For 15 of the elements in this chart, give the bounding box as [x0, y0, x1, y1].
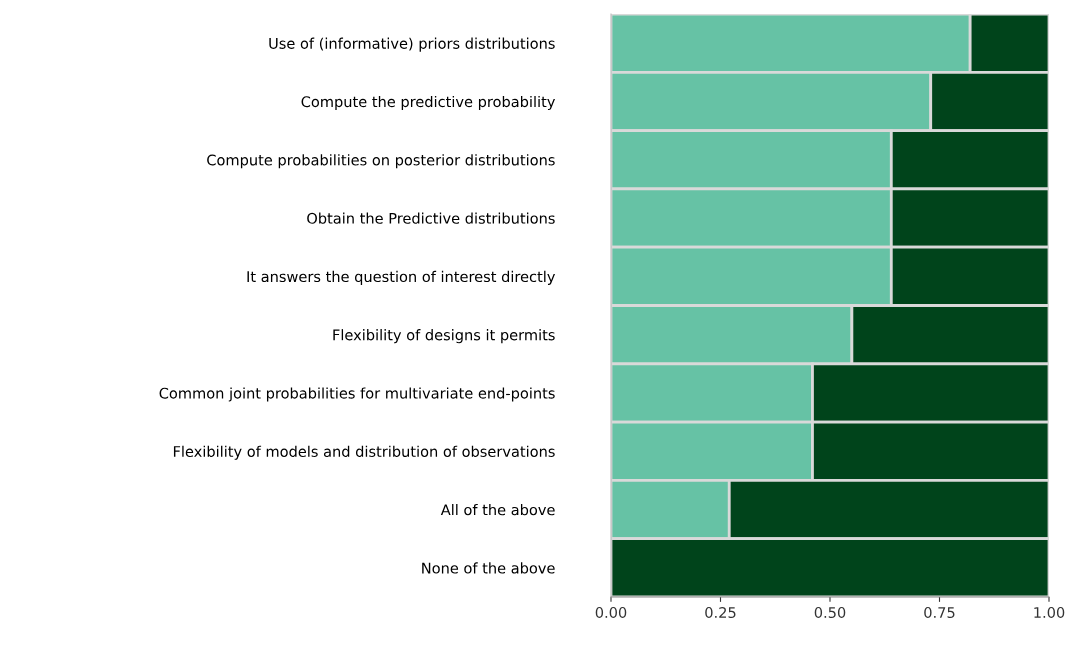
y-tick-label: Flexibility of models and distribution of observations — [173, 445, 555, 460]
x-tick-label: 0.00 — [595, 606, 627, 619]
y-tick-label: Flexibility of designs it permits — [333, 329, 555, 344]
y-tick-label: Common joint probabilities for multivariate end-points — [159, 387, 555, 402]
y-tick-label: It answers the question of interest directly — [247, 270, 556, 285]
y-tick-label: All of the above — [440, 504, 555, 516]
y-tick-label: Obtain the Predictive distributions — [307, 212, 555, 224]
x-tick-label: 0.75 — [924, 606, 955, 619]
x-tick-label: 0.25 — [705, 606, 736, 619]
y-tick-label: Use of (informative) priors distributions — [269, 37, 555, 52]
x-tick-label: 0.50 — [814, 606, 846, 619]
y-tick-label: Compute the predictive probability — [301, 95, 555, 111]
y-tick-label: None of the above — [422, 562, 555, 574]
x-tick-label: 1.00 — [1034, 606, 1065, 619]
y-tick-label: Compute probabilities on posterior distributions — [207, 154, 555, 169]
